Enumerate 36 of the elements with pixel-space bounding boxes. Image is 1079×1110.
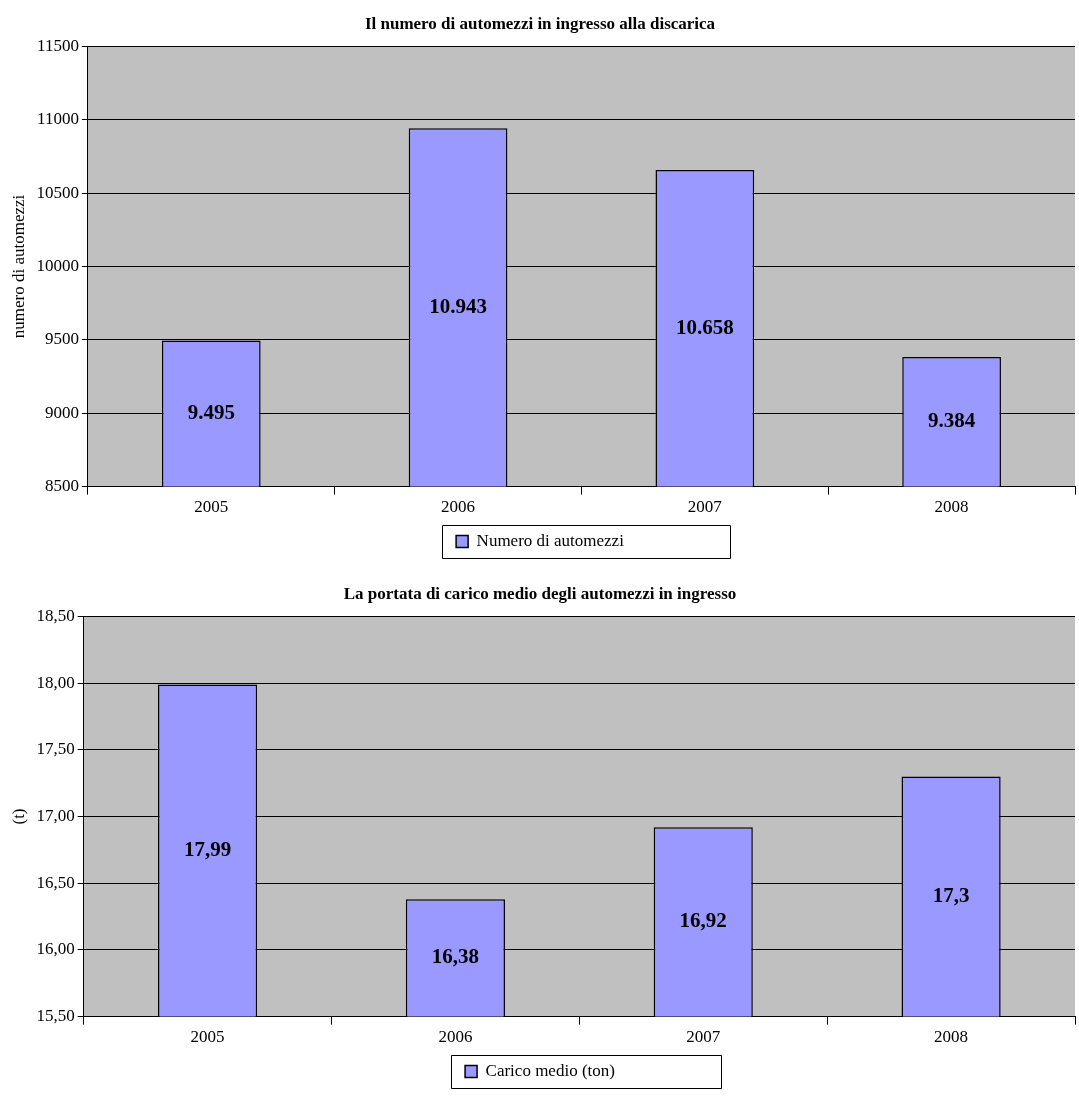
chart-title: Il numero di automezzi in ingresso alla discarica xyxy=(364,13,716,33)
legend-label: Numero di automezzi xyxy=(476,530,625,550)
x-tick-label: 2005 xyxy=(194,497,229,517)
data-label: 16,92 xyxy=(679,908,727,933)
data-label: 9.495 xyxy=(187,400,235,425)
y-axis-title: (t) xyxy=(8,808,28,825)
data-label: 17,99 xyxy=(183,836,232,861)
y-tick-label: 15,50 xyxy=(36,1006,75,1026)
data-label: 17,3 xyxy=(932,882,970,907)
y-tick-label: 18,50 xyxy=(36,605,75,625)
y-tick-label: 17,50 xyxy=(36,739,75,759)
y-tick-label: 17,00 xyxy=(36,805,75,825)
data-label: 9.384 xyxy=(927,408,976,433)
x-tick-label: 2007 xyxy=(687,497,723,517)
x-tick-label: 2006 xyxy=(438,1027,473,1047)
x-tick-label: 2006 xyxy=(441,497,476,517)
y-tick-label: 11000 xyxy=(37,109,79,129)
data-label: 10.943 xyxy=(429,293,487,318)
y-tick-label: 8500 xyxy=(44,476,79,496)
y-tick-label: 10500 xyxy=(36,182,79,202)
y-tick-label: 9500 xyxy=(44,329,79,349)
y-tick-label: 16,50 xyxy=(36,872,75,892)
chart-title: La portata di carico medio degli automezzi in ingresso xyxy=(343,583,737,603)
y-tick-label: 10000 xyxy=(36,255,79,275)
y-tick-label: 18,00 xyxy=(36,672,75,692)
data-label: 10.658 xyxy=(675,314,734,339)
x-tick-label: 2005 xyxy=(190,1027,225,1047)
y-axis-title: numero di automezzi xyxy=(8,194,28,339)
y-tick-label: 11500 xyxy=(37,35,79,55)
y-tick-label: 16,00 xyxy=(36,939,75,959)
x-tick-label: 2008 xyxy=(934,1027,969,1047)
y-tick-label: 9000 xyxy=(44,402,79,422)
data-label: 16,38 xyxy=(431,944,480,969)
x-tick-label: 2007 xyxy=(686,1027,721,1047)
x-tick-label: 2008 xyxy=(934,497,969,517)
legend-label: Carico medio (ton) xyxy=(485,1060,615,1080)
